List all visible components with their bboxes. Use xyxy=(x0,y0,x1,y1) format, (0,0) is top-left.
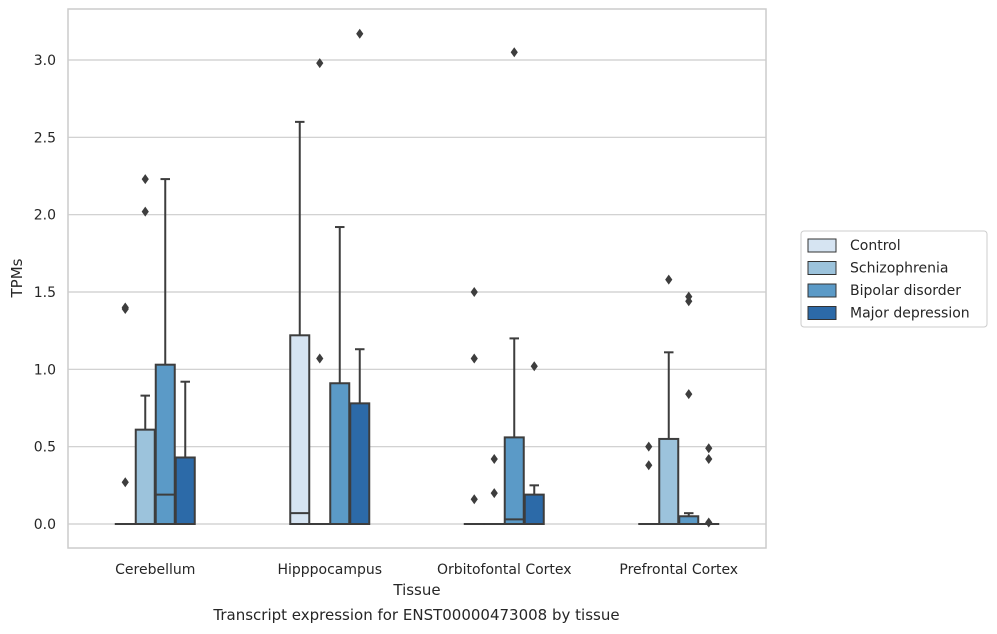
legend-frame xyxy=(800,230,988,328)
x-tick-label: Orbitofontal Cortex xyxy=(437,562,572,578)
outlier-marker xyxy=(121,477,129,488)
outlier-marker xyxy=(685,389,693,400)
y-tick-label: 0.0 xyxy=(34,517,56,533)
legend-swatch xyxy=(807,306,837,320)
legend-swatch xyxy=(807,283,837,298)
outlier-marker xyxy=(470,287,478,297)
box-bipolar-disorder xyxy=(154,178,176,525)
legend: Control Schizophrenia Bipolar disorder Majo… xyxy=(800,230,988,328)
box-plot-area xyxy=(114,28,720,528)
box-major-depression xyxy=(174,380,196,526)
box-body xyxy=(523,493,545,526)
outlier-marker xyxy=(665,274,673,285)
box-body xyxy=(658,437,680,525)
box-body xyxy=(503,436,525,525)
x-tick-label: Cerebellum xyxy=(115,562,195,578)
x-axis-title: Tissue xyxy=(392,581,440,599)
box-bipolar-disorder xyxy=(503,47,525,525)
outlier-marker xyxy=(510,47,518,58)
box-bipolar-disorder xyxy=(329,226,351,525)
outlier-marker xyxy=(141,174,149,185)
box-control xyxy=(638,441,660,526)
outlier-marker xyxy=(470,353,478,364)
box-bipolar-disorder xyxy=(678,291,700,525)
legend-label: Major depression xyxy=(850,306,970,322)
box-major-depression xyxy=(698,443,720,528)
legend-label: Control xyxy=(850,238,901,254)
box-control xyxy=(114,302,136,526)
outlier-marker xyxy=(530,361,538,372)
box-body xyxy=(289,334,311,525)
box-schizophrenia xyxy=(309,58,331,526)
outlier-marker xyxy=(316,353,324,364)
legend-swatch xyxy=(807,261,837,275)
y-tick-label: 1.5 xyxy=(34,285,56,301)
box-body xyxy=(174,456,196,526)
box-major-depression xyxy=(349,28,371,525)
outlier-marker xyxy=(121,302,129,313)
outlier-marker xyxy=(356,28,364,39)
box-body xyxy=(154,363,176,525)
axes: 0.0 0.5 1.0 1.5 2.0 2.5 3.0 Cerebellum Hipppocam… xyxy=(34,8,767,578)
outlier-marker xyxy=(490,454,498,465)
box-body xyxy=(329,382,351,525)
y-tick-label: 2.0 xyxy=(34,208,56,224)
x-tick-label: Prefrontal Cortex xyxy=(619,562,738,578)
y-axis-title: TPMs xyxy=(8,258,26,298)
box-body xyxy=(134,428,156,525)
outlier-marker xyxy=(645,460,653,471)
y-tick-label: 1.0 xyxy=(34,362,56,378)
figure-caption: Transcript expression for ENST0000047300… xyxy=(213,606,620,624)
outlier-marker xyxy=(316,58,324,69)
box-major-depression xyxy=(523,361,545,526)
box-body xyxy=(349,402,371,525)
outlier-marker xyxy=(685,291,693,302)
box-schizophrenia xyxy=(658,274,680,525)
outlier-marker xyxy=(705,517,713,528)
outlier-marker xyxy=(470,494,478,505)
box-schizophrenia xyxy=(134,174,156,525)
box-schizophrenia xyxy=(483,454,505,526)
outlier-marker xyxy=(645,441,653,452)
plot-frame xyxy=(67,8,767,549)
legend-label: Bipolar disorder xyxy=(850,283,961,299)
x-tick-label: Hipppocampus xyxy=(277,562,382,578)
y-tick-label: 0.5 xyxy=(34,440,56,456)
outlier-marker xyxy=(705,443,713,454)
y-tick-label: 2.5 xyxy=(34,130,56,146)
y-tick-label: 3.0 xyxy=(34,53,56,69)
outlier-marker xyxy=(490,488,498,499)
box-control xyxy=(463,287,485,526)
outlier-marker xyxy=(141,206,149,217)
outlier-marker xyxy=(705,454,713,465)
legend-swatch xyxy=(807,238,837,253)
box-body xyxy=(678,515,700,525)
box-control xyxy=(289,120,311,525)
legend-label: Schizophrenia xyxy=(850,261,948,277)
